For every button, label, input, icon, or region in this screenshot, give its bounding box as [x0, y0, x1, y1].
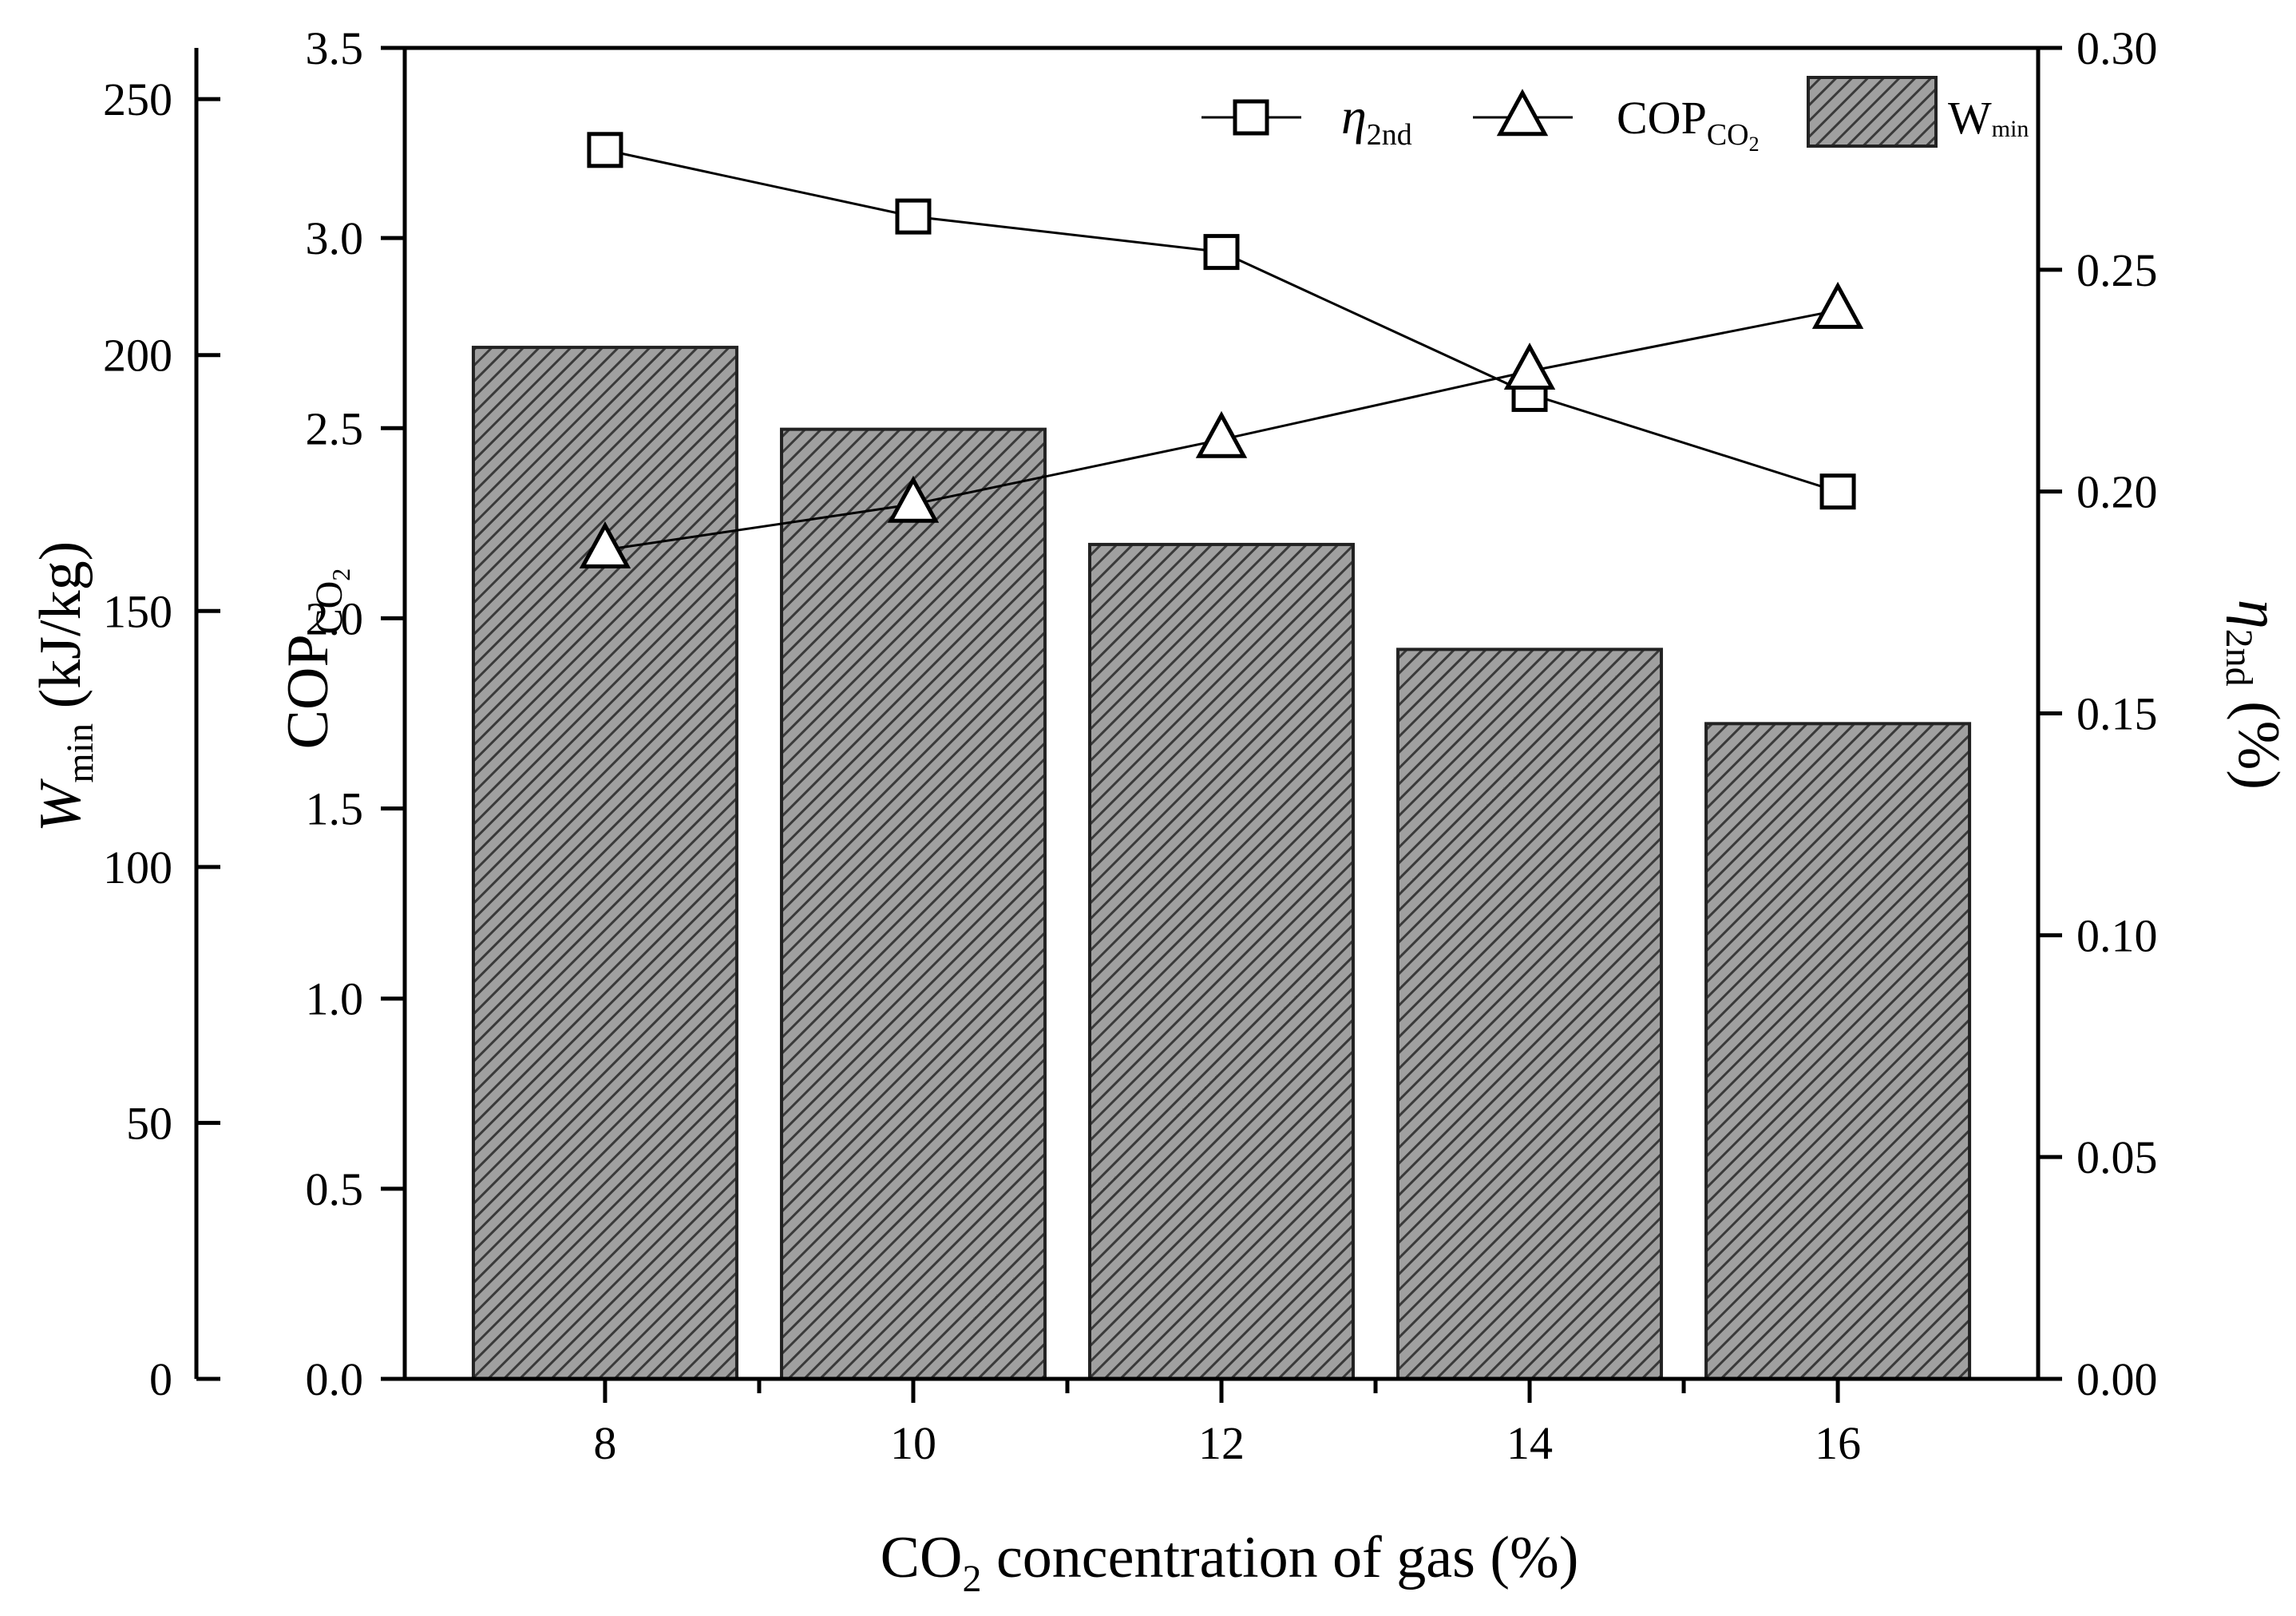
x-tick-label-14: 14 [1506, 1417, 1553, 1469]
cop-tick-label-3.5: 3.5 [306, 22, 364, 74]
wmin-tick-label-0: 0 [149, 1353, 172, 1405]
x-tick-label-12: 12 [1198, 1417, 1245, 1469]
legend-label-wmin: Wmin [1948, 92, 2029, 144]
cop-tick-label-0.0: 0.0 [306, 1353, 364, 1405]
legend-label-cop: COPCO2 [1617, 92, 1760, 156]
eta-tick-label-0.00: 0.00 [2076, 1353, 2158, 1405]
wmin-tick-label-250: 250 [103, 73, 172, 125]
legend-marker-wmin [1807, 76, 1938, 148]
marker-eta-10 [895, 198, 932, 235]
marker-cop-10 [887, 475, 940, 523]
x-tick-label-8: 8 [593, 1417, 616, 1469]
cop-tick-label-1.0: 1.0 [306, 973, 364, 1025]
wmin-tick-label-200: 200 [103, 330, 172, 382]
bar-wmin-14 [1396, 648, 1664, 1380]
eta-tick-label-0.30: 0.30 [2076, 22, 2158, 74]
marker-eta-12 [1203, 234, 1240, 271]
marker-eta-8 [587, 132, 623, 168]
eta-tick-label-0.20: 0.20 [2076, 466, 2158, 518]
cop-axis-title: COPCO2 [275, 568, 355, 750]
wmin-axis-title: Wmin (kJ/kg) [28, 541, 101, 832]
bar-wmin-12 [1088, 542, 1355, 1381]
eta-tick-label-0.05: 0.05 [2076, 1131, 2158, 1183]
legend-label-eta: η2nd [1341, 88, 1412, 152]
legend-marker-eta [1233, 99, 1269, 136]
marker-eta-16 [1819, 473, 1856, 510]
bar-wmin-8 [471, 346, 738, 1381]
bar-wmin-10 [779, 427, 1047, 1380]
marker-cop-14 [1503, 343, 1556, 390]
wmin-tick-label-100: 100 [103, 842, 172, 893]
eta-axis-title: η2nd (%) [2218, 600, 2291, 790]
bar-wmin-16 [1704, 722, 1972, 1380]
cop-tick-label-2.5: 2.5 [306, 402, 364, 454]
cop-tick-label-3.0: 3.0 [306, 212, 364, 264]
eta-tick-label-0.25: 0.25 [2076, 244, 2158, 296]
cop-tick-label-1.5: 1.5 [306, 783, 364, 835]
eta-tick-label-0.10: 0.10 [2076, 909, 2158, 961]
marker-cop-12 [1195, 410, 1248, 458]
marker-cop-8 [579, 521, 631, 568]
eta-tick-label-0.15: 0.15 [2076, 688, 2158, 740]
x-tick-label-16: 16 [1815, 1417, 1861, 1469]
legend-marker-cop [1496, 89, 1549, 137]
x-tick-label-10: 10 [890, 1417, 936, 1469]
marker-cop-16 [1811, 281, 1864, 329]
cop-tick-label-2.0: 2.0 [306, 592, 364, 644]
wmin-tick-label-50: 50 [126, 1097, 172, 1149]
wmin-tick-label-150: 150 [103, 585, 172, 637]
x-axis-title: CO2 concentration of gas (%) [881, 1525, 1579, 1600]
cop-tick-label-0.5: 0.5 [306, 1163, 364, 1215]
